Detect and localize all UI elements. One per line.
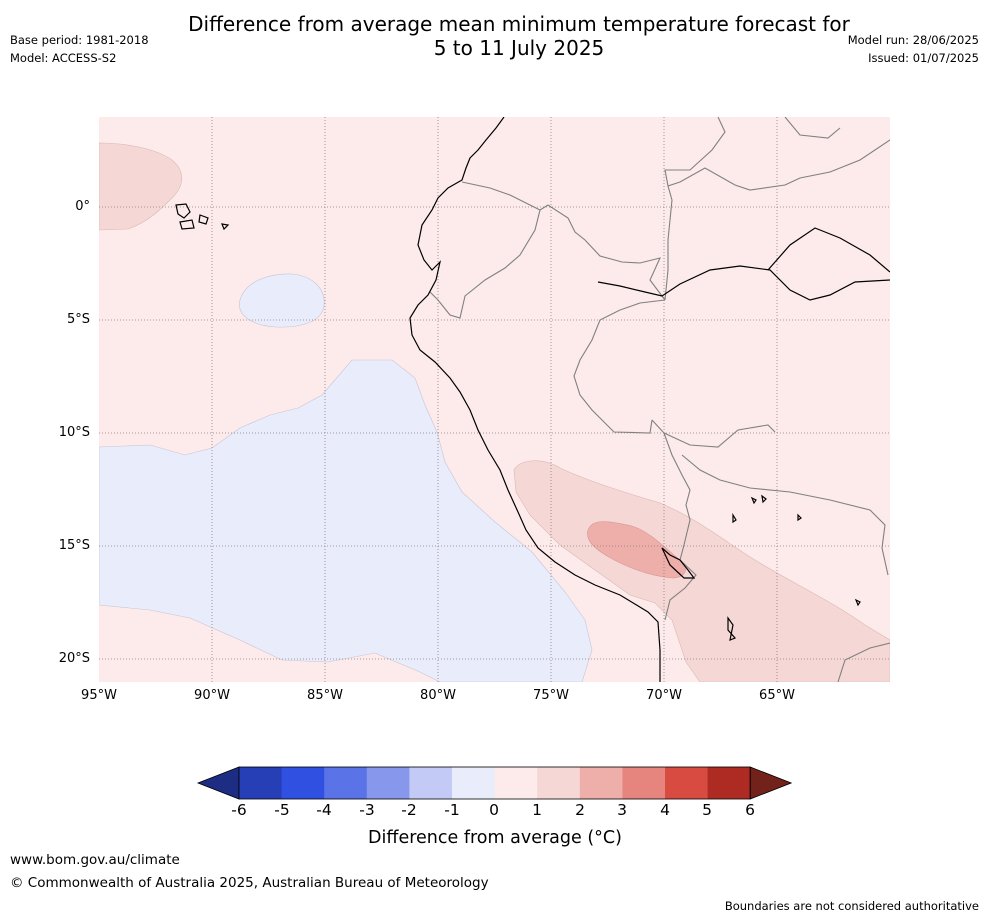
lon-label: 65°W	[759, 688, 795, 703]
colorbar-tick: 2	[575, 801, 585, 819]
colorbar-title: Difference from average (°C)	[240, 828, 750, 848]
issued-date: Issued: 01/07/2025	[868, 51, 979, 65]
copyright-notice: © Commonwealth of Australia 2025, Austra…	[10, 875, 489, 891]
cool-region-large	[99, 359, 593, 682]
colorbar-tick: 6	[745, 801, 755, 819]
country-borders	[429, 117, 890, 682]
colorbar-frame	[238, 766, 751, 800]
warm-region-andes	[513, 460, 890, 682]
model-info: Base period: 1981-2018 Model: ACCESS-S2	[10, 31, 149, 67]
colorbar-tick: -1	[444, 801, 460, 819]
lat-label: 10°S	[58, 425, 90, 440]
lat-label: 20°S	[58, 651, 90, 666]
colorbar-extension-low	[196, 766, 240, 800]
colorbar-segment	[622, 767, 666, 799]
warm-region-titicaca	[587, 521, 686, 579]
colorbar-segment	[281, 767, 325, 799]
colorbar-segment	[665, 767, 709, 799]
chart-title: Difference from average mean minimum tem…	[144, 12, 894, 60]
lon-label: 90°W	[194, 688, 230, 703]
cool-region-small	[239, 273, 325, 328]
lat-label: 0°	[75, 199, 90, 214]
colorbar-tick: -4	[316, 801, 332, 819]
colorbar	[196, 766, 793, 800]
colorbar-title-text: Difference from average (	[368, 828, 595, 848]
colorbar-tick: -6	[231, 801, 247, 819]
colorbar-tick: 1	[532, 801, 542, 819]
lon-label: 85°W	[307, 688, 343, 703]
model-run-date: Model run: 28/06/2025	[847, 33, 979, 47]
colorbar-segment	[239, 767, 283, 799]
colorbar-segment	[366, 767, 410, 799]
lon-label: 70°W	[646, 688, 682, 703]
colorbar-segment	[452, 767, 496, 799]
colorbar-tick: 3	[617, 801, 627, 819]
colorbar-tick: -5	[274, 801, 290, 819]
colorbar-tick: 5	[702, 801, 712, 819]
lat-label: 15°S	[58, 538, 90, 553]
colorbar-segment	[707, 767, 751, 799]
colorbar-extension-high	[749, 766, 793, 800]
model-name: Model: ACCESS-S2	[10, 51, 117, 65]
boundary-disclaimer: Boundaries are not considered authoritat…	[724, 899, 979, 913]
colorbar-segment	[537, 767, 581, 799]
warm-region-galapagos	[99, 142, 183, 231]
colorbar-tick: 4	[660, 801, 670, 819]
run-info: Model run: 28/06/2025 Issued: 01/07/2025	[848, 31, 979, 67]
colorbar-title-unit: °C)	[594, 828, 622, 848]
colorbar-segment	[579, 767, 623, 799]
colorbar-segment	[494, 767, 538, 799]
colorbar-tick: 0	[489, 801, 499, 819]
colorbar-segment	[409, 767, 453, 799]
colorbar-tick: -3	[359, 801, 375, 819]
colorbar-segment	[324, 767, 368, 799]
lon-label: 80°W	[420, 688, 456, 703]
title-line-1: Difference from average mean minimum tem…	[188, 12, 850, 36]
lat-label: 5°S	[66, 312, 90, 327]
website-link[interactable]: www.bom.gov.au/climate	[10, 852, 180, 868]
gridlines	[99, 117, 890, 682]
coastline	[175, 117, 890, 682]
colorbar-tick: -2	[401, 801, 417, 819]
title-line-2: 5 to 11 July 2025	[433, 36, 605, 60]
lon-label: 95°W	[81, 688, 117, 703]
lon-label: 75°W	[533, 688, 569, 703]
base-period: Base period: 1981-2018	[10, 33, 149, 47]
